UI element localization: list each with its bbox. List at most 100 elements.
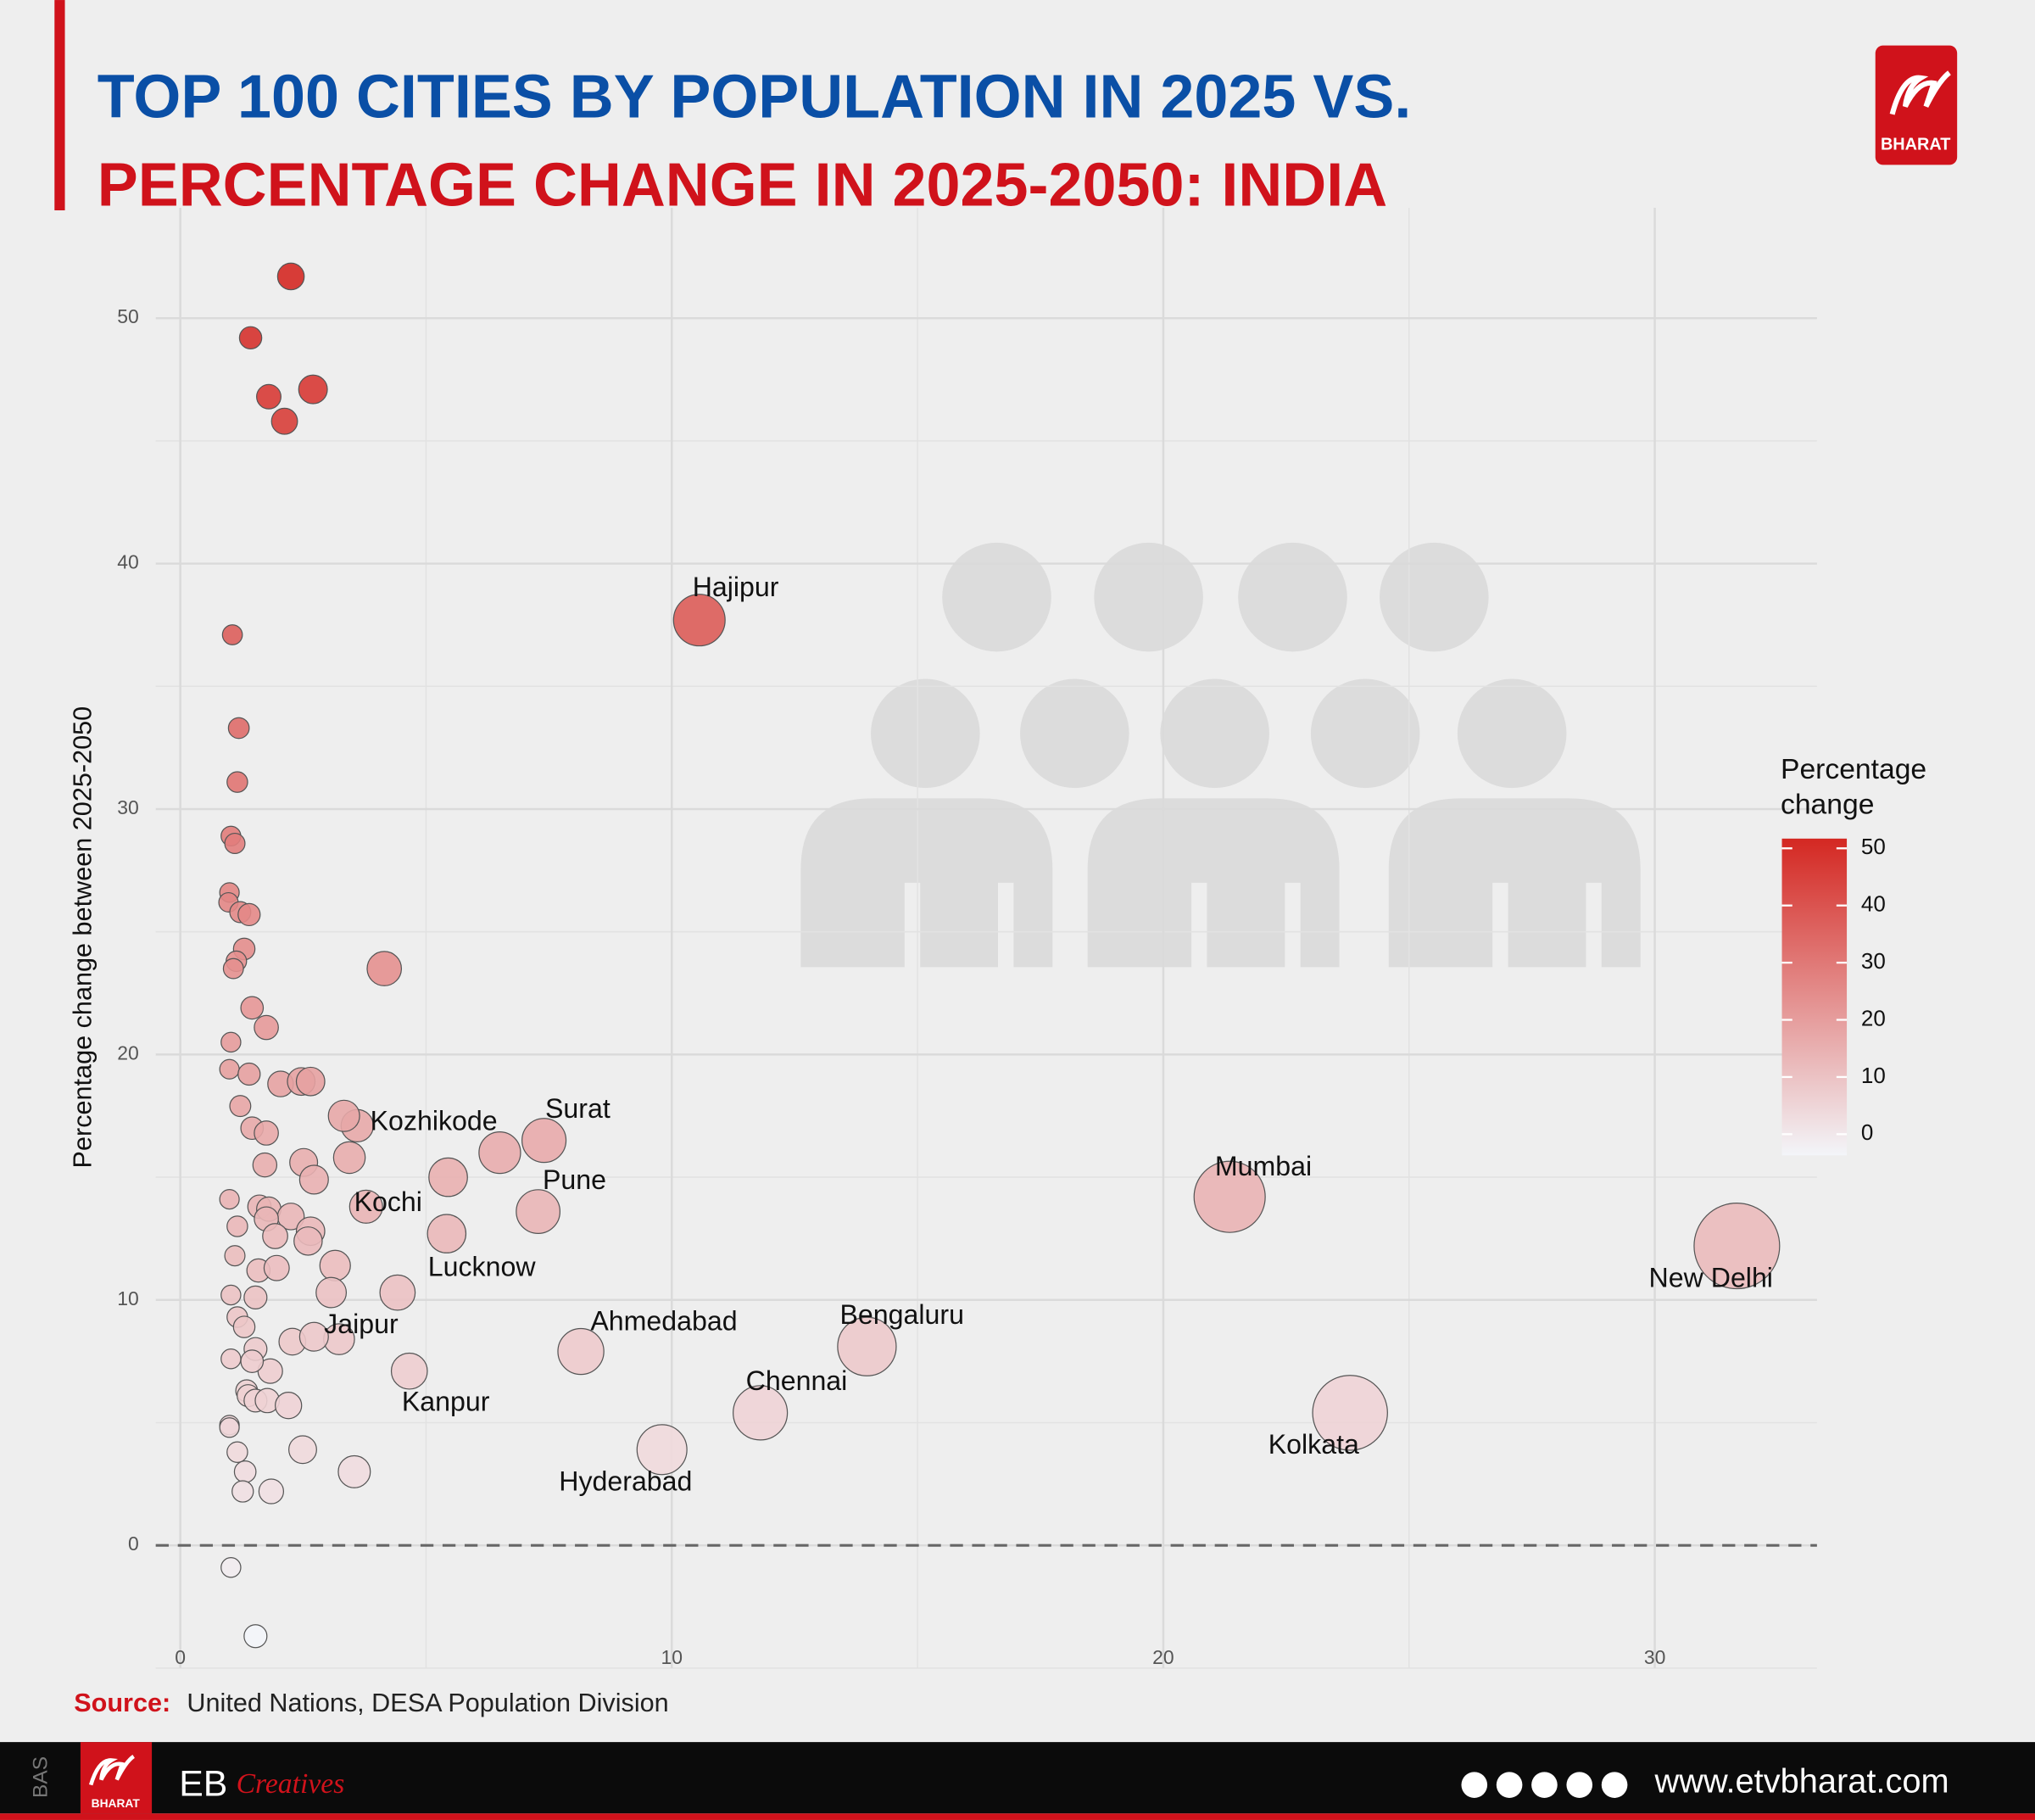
bubble xyxy=(332,1141,366,1175)
bubble xyxy=(379,1274,416,1311)
colorbar-label: 50 xyxy=(1861,834,1886,859)
colorbar-label: 40 xyxy=(1861,891,1886,917)
point-label: Hyderabad xyxy=(559,1466,692,1497)
x-tick-label: 0 xyxy=(175,1646,186,1668)
colorbar-label: 30 xyxy=(1861,948,1886,974)
colorbar xyxy=(1781,838,1848,1156)
point-label: Hajipur xyxy=(693,572,779,602)
bubble xyxy=(258,1478,285,1505)
bubble xyxy=(231,1480,254,1503)
point-label: Surat xyxy=(545,1093,610,1124)
bubble xyxy=(254,1120,279,1146)
bubble xyxy=(219,1058,240,1080)
point-label: New Delhi xyxy=(1649,1262,1773,1292)
logo: BHARAT xyxy=(1875,45,1958,165)
bubble xyxy=(366,951,403,986)
bubble xyxy=(232,1315,256,1338)
bubble xyxy=(1693,1203,1781,1290)
y-axis-title: Percentage change between 2025-2050 xyxy=(69,706,98,1169)
bubble xyxy=(238,326,263,350)
bubble xyxy=(219,1417,240,1438)
bubble xyxy=(226,771,248,793)
logo-box xyxy=(1875,45,1958,165)
bubble xyxy=(315,1276,348,1309)
point-label: Chennai xyxy=(746,1365,848,1396)
bubble xyxy=(226,1215,248,1237)
source-label: Source: xyxy=(74,1689,170,1717)
bubble xyxy=(243,1285,268,1309)
bubble xyxy=(319,1249,351,1281)
y-tick-label: 10 xyxy=(117,1287,139,1309)
logo-text: BHARAT xyxy=(1881,136,1950,154)
bubble xyxy=(672,594,726,647)
bubble xyxy=(237,902,261,927)
bubble xyxy=(427,1214,467,1253)
footer-url[interactable]: www.etvbharat.com xyxy=(1654,1763,1949,1800)
bubble xyxy=(1312,1375,1388,1451)
bubble xyxy=(298,374,328,405)
bubble xyxy=(327,1099,360,1132)
social-icon[interactable] xyxy=(1531,1772,1558,1798)
bubble xyxy=(276,262,305,291)
bubble xyxy=(521,1118,567,1164)
bubble xyxy=(254,1014,279,1041)
title-line2: PERCENTAGE CHANGE IN 2025-2050: INDIA xyxy=(98,152,1387,220)
bubble xyxy=(240,996,265,1020)
y-tick-label: 30 xyxy=(117,796,139,818)
bubble xyxy=(262,1223,288,1249)
watermark-people xyxy=(800,542,1641,968)
bubble xyxy=(293,1226,323,1256)
bubble xyxy=(256,383,282,410)
social-icon[interactable] xyxy=(1601,1772,1628,1798)
y-tick-label: 40 xyxy=(117,551,139,573)
social-icon[interactable] xyxy=(1496,1772,1523,1798)
bubble xyxy=(240,1349,265,1373)
social-icon[interactable] xyxy=(1566,1772,1593,1798)
bubble xyxy=(252,1152,278,1178)
footer-logo-text: BHARAT xyxy=(92,1797,141,1810)
footer-bar xyxy=(0,1742,2035,1814)
social-icon[interactable] xyxy=(1461,1772,1488,1798)
bubble xyxy=(229,1095,252,1118)
x-tick-label: 20 xyxy=(1152,1646,1174,1668)
bubble xyxy=(233,1460,257,1483)
point-label: Kochi xyxy=(354,1186,422,1217)
bubble xyxy=(295,1066,326,1097)
bubble xyxy=(275,1392,303,1420)
bubble xyxy=(263,1254,290,1281)
bubble xyxy=(227,717,250,740)
y-tick-label: 20 xyxy=(117,1041,139,1064)
legend-title: Percentage xyxy=(1781,754,1926,785)
bubble xyxy=(221,624,243,645)
point-label: Mumbai xyxy=(1215,1151,1312,1181)
source-text: United Nations, DESA Population Division xyxy=(187,1689,668,1717)
footer: BAS BHARAT EB Creatives www.etvbharat.co… xyxy=(0,1742,2035,1820)
bubble xyxy=(220,1348,242,1370)
bubble xyxy=(390,1352,428,1390)
colorbar-label: 10 xyxy=(1861,1063,1886,1088)
colorbar-label: 0 xyxy=(1861,1119,1873,1145)
bubble xyxy=(224,832,246,855)
point-label: Kozhikode xyxy=(371,1106,498,1136)
bubble xyxy=(636,1424,688,1476)
bubble xyxy=(837,1316,897,1376)
footer-logo-mark xyxy=(88,1755,136,1786)
bubble xyxy=(219,1189,240,1210)
bubble xyxy=(733,1385,789,1441)
plot-area: 0 10 20 30 0 10 20 30 40 50 Hajipur Mumbai New Delhi… xyxy=(117,207,1817,1669)
point-label: Kanpur xyxy=(402,1386,490,1416)
bubble xyxy=(226,1441,248,1463)
social-icons xyxy=(1461,1772,1628,1798)
point-label: Jaipur xyxy=(324,1309,399,1339)
bubble xyxy=(220,1557,242,1578)
legend: Percentage change 0 10 20 30 40 50 xyxy=(1781,754,1926,1156)
bubble xyxy=(220,1031,242,1053)
footer-side-text: BAS xyxy=(29,1756,52,1798)
point-label: Bengaluru xyxy=(840,1299,964,1330)
footer-stripe xyxy=(0,1813,2035,1820)
title-accent xyxy=(54,0,65,210)
footer-brand-script: Creatives xyxy=(237,1768,345,1800)
point-label: Lucknow xyxy=(428,1251,537,1281)
bubble xyxy=(478,1131,521,1175)
